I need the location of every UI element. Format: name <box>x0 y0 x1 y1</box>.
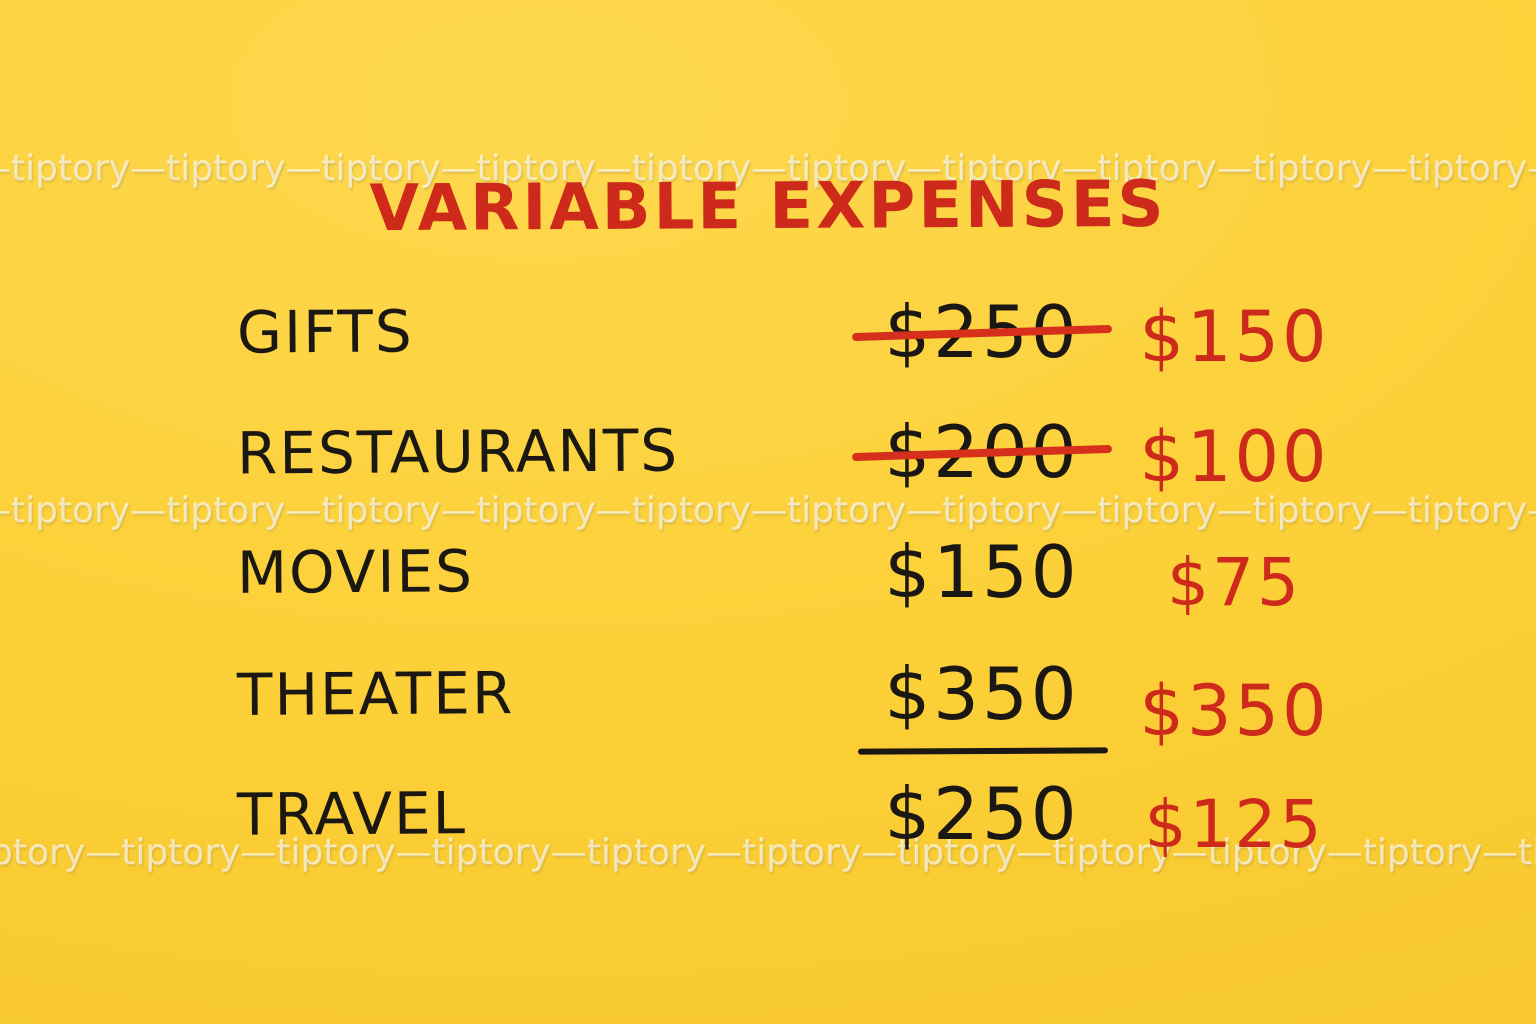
watermark-band-middle: —tiptory—tiptory—tiptory—tiptory—tiptory… <box>0 490 1536 531</box>
expense-new-amount: $75 <box>1167 544 1302 621</box>
expense-row-gifts: GIFTS $250 $150 <box>0 290 1536 378</box>
expense-category: RESTAURANTS <box>236 416 680 488</box>
expense-new-amount: $150 <box>1139 296 1330 378</box>
watermark-band-top: —tiptory—tiptory—tiptory—tiptory—tiptory… <box>0 148 1536 189</box>
expense-category: GIFTS <box>236 297 414 367</box>
expense-old-amount: $250 <box>868 290 1096 374</box>
expense-old-amount: $200 <box>868 410 1096 494</box>
expense-category: MOVIES <box>236 537 475 607</box>
expense-old-amount: $150 <box>884 530 1080 614</box>
expense-row-theater: THEATER $350 $350 <box>0 652 1536 752</box>
expense-new-amount: $100 <box>1139 416 1330 498</box>
expense-category: TRAVEL <box>236 779 468 849</box>
expense-new-amount: $125 <box>1144 786 1325 863</box>
expense-category: THEATER <box>236 659 515 729</box>
expense-row-movies: MOVIES $150 $75 <box>0 530 1536 621</box>
expense-old-amount: $250 <box>884 772 1080 856</box>
expense-row-restaurants: RESTAURANTS $200 $100 <box>0 410 1536 498</box>
expense-row-travel: TRAVEL $250 $125 <box>0 772 1536 863</box>
watermark-band-bottom: —tiptory—tiptory—tiptory—tiptory—tiptory… <box>0 832 1536 873</box>
page-title: VARIABLE EXPENSES <box>369 167 1167 247</box>
expense-old-amount: $350 <box>868 652 1096 736</box>
expense-new-amount: $350 <box>1139 670 1330 752</box>
